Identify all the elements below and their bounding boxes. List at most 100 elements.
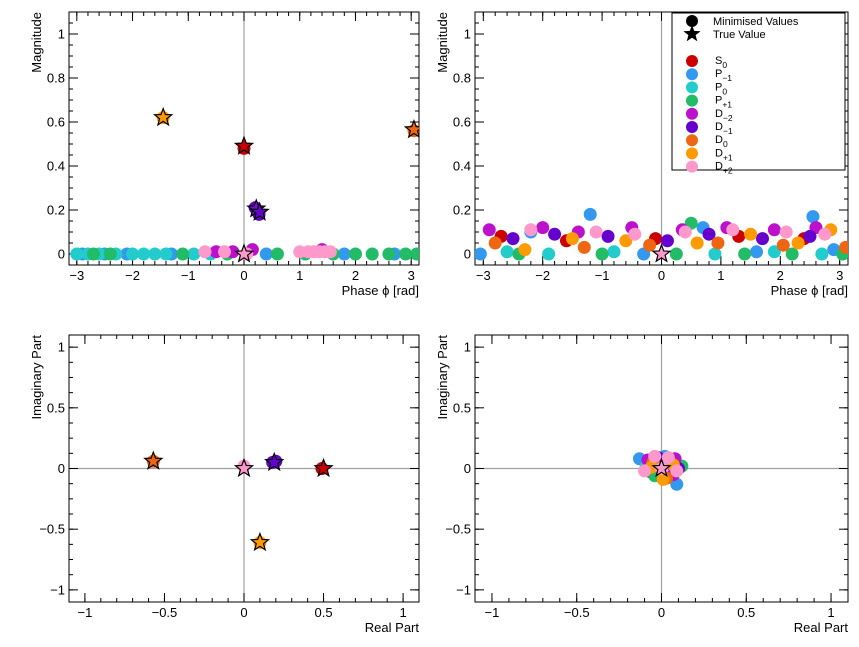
data-point-D+2 [818, 227, 832, 241]
x-tick-label: −0.5 [564, 605, 590, 620]
data-point-P0 [187, 247, 201, 261]
legend-label: P+1 [715, 95, 732, 110]
data-point-P+1 [785, 247, 799, 261]
legend-header-label: Minimised Values [713, 16, 799, 28]
y-tick-label: 0 [464, 461, 471, 476]
data-point-D-1 [660, 234, 674, 248]
data-point-D+2 [198, 245, 212, 259]
data-point-D0 [488, 236, 502, 250]
true-value-star [651, 457, 672, 478]
data-point-D+1 [744, 227, 758, 241]
data-point-P0 [607, 245, 621, 259]
data-point-P+1 [270, 247, 284, 261]
x-axis-title: Phase ϕ [rad] [342, 283, 419, 298]
data-point-P-1 [806, 210, 820, 224]
data-point-P-1 [750, 245, 764, 259]
data-point-P-1 [259, 247, 273, 261]
data-point-P0 [148, 247, 162, 261]
x-tick-label: −0.5 [152, 605, 178, 620]
true-value-star [403, 118, 419, 139]
data-point-D+2 [524, 223, 538, 237]
true-value-star [249, 201, 270, 221]
data-points [143, 450, 334, 552]
legend-label: D−1 [715, 121, 733, 136]
data-point-D0 [643, 238, 657, 252]
x-tick-label: 1 [296, 268, 303, 283]
data-point-P0 [542, 247, 556, 261]
data-point-D-1 [548, 227, 562, 241]
data-point-D-1 [755, 232, 769, 246]
x-tick-label: −1 [181, 268, 196, 283]
y-tick-label: 0.5 [453, 400, 471, 415]
legend-marker [686, 94, 698, 107]
y-tick-label: −1 [456, 582, 471, 597]
x-tick-label: 0.5 [737, 605, 755, 620]
data-point-D+2 [628, 227, 642, 241]
legend-marker [686, 134, 698, 147]
data-point-D-1 [601, 229, 615, 243]
data-point-D+2 [638, 464, 652, 478]
data-point-P+1 [382, 247, 396, 261]
data-point-D0 [839, 240, 848, 254]
legend-marker [686, 55, 698, 67]
x-tick-label: 1 [717, 268, 724, 283]
legend-label: D+2 [715, 161, 733, 176]
y-tick-label: 0 [58, 461, 65, 476]
x-tick-label: 0 [658, 268, 665, 283]
chart-panel-1: −3 −2 −1 0 1 2 3 0 0.2 0.4 0.6 0.8 1 Phase ϕ [rad] Mag… [29, 11, 420, 298]
legend-marker-star [683, 25, 701, 42]
x-tick-label: 0.5 [315, 605, 333, 620]
data-points [475, 207, 848, 263]
data-point-D+2 [726, 223, 740, 237]
x-tick-label: 1 [827, 605, 834, 620]
data-points [70, 106, 419, 263]
data-point-P0 [708, 247, 722, 261]
y-tick-label: 0.6 [47, 115, 65, 130]
data-point-P0 [500, 245, 514, 259]
x-axis-title: Phase ϕ [rad] [771, 283, 848, 298]
data-point-D+1 [619, 234, 633, 248]
data-point-D-1 [803, 229, 817, 243]
data-point-D0 [711, 236, 725, 250]
legend-marker [686, 81, 698, 94]
y-axis-title: Imaginary Part [435, 335, 450, 420]
y-tick-label: 0.8 [47, 71, 65, 86]
x-axis-title: Real Part [365, 620, 420, 635]
data-point-D-2 [536, 221, 550, 235]
y-tick-label: 1 [58, 340, 65, 355]
true-value-star [153, 106, 174, 127]
true-value-star [143, 450, 164, 470]
data-point-D-1 [702, 227, 716, 241]
data-point-P0 [767, 245, 781, 259]
y-tick-label: 1 [58, 27, 65, 42]
data-point-P+1 [103, 247, 117, 261]
legend-header-label: True Value [713, 29, 766, 41]
data-point-D-2 [482, 223, 496, 237]
y-tick-label: 1 [464, 27, 471, 42]
data-point-D+2 [323, 245, 337, 259]
x-tick-label: 1 [399, 605, 406, 620]
chart-panel-2: −3 −2 −1 0 1 2 3 0 0.2 0.4 0.6 0.8 1 Phase ϕ [rad] Mag… [435, 11, 849, 298]
data-point-P+1 [399, 247, 413, 261]
x-axis-title: Real Part [794, 620, 849, 635]
y-tick-label: 0.4 [453, 159, 471, 174]
data-point-P+1 [348, 247, 362, 261]
data-point-P+1 [410, 247, 419, 261]
data-points [632, 449, 689, 491]
data-point-D+1 [791, 236, 805, 250]
data-point-P+1 [595, 247, 609, 261]
y-tick-label: 0.6 [453, 115, 471, 130]
data-point-P+1 [669, 247, 683, 261]
data-point-D+1 [565, 232, 579, 246]
x-tick-label: −2 [535, 268, 550, 283]
data-point-D+2 [779, 225, 793, 239]
true-value-star [233, 243, 255, 263]
data-point-D+2 [217, 245, 231, 259]
data-point-P0 [126, 247, 140, 261]
true-value-star [313, 457, 334, 478]
y-tick-label: 0 [58, 247, 65, 262]
